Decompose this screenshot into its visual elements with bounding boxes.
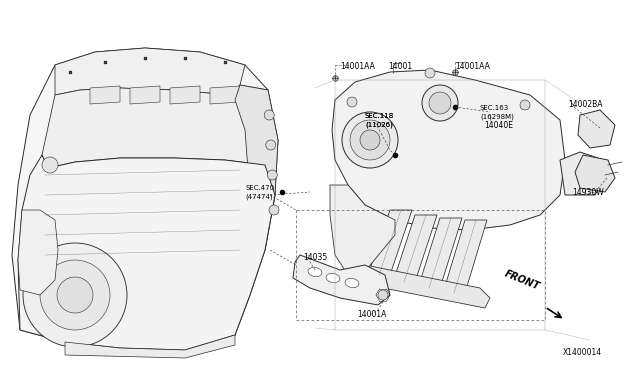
Text: 14001A: 14001A xyxy=(357,310,387,319)
Text: 14002BA: 14002BA xyxy=(568,100,602,109)
Polygon shape xyxy=(12,48,278,350)
Text: X1400014: X1400014 xyxy=(563,348,602,357)
Text: FRONT: FRONT xyxy=(503,269,541,292)
Polygon shape xyxy=(210,86,240,104)
Text: (16298M): (16298M) xyxy=(480,113,514,119)
Polygon shape xyxy=(368,210,412,275)
Polygon shape xyxy=(332,70,565,230)
Text: 14001AA: 14001AA xyxy=(455,62,490,71)
Polygon shape xyxy=(393,215,437,282)
Circle shape xyxy=(350,120,390,160)
Circle shape xyxy=(42,157,58,173)
Circle shape xyxy=(425,68,435,78)
Polygon shape xyxy=(560,152,605,195)
Polygon shape xyxy=(65,335,235,358)
Circle shape xyxy=(269,205,279,215)
Text: 14930W: 14930W xyxy=(572,188,604,197)
Circle shape xyxy=(378,290,388,300)
Polygon shape xyxy=(170,86,200,104)
Polygon shape xyxy=(293,255,390,305)
Polygon shape xyxy=(330,185,395,275)
Text: 14035: 14035 xyxy=(303,253,327,262)
Text: 14040E: 14040E xyxy=(484,121,513,130)
Polygon shape xyxy=(55,48,245,95)
Polygon shape xyxy=(235,85,278,250)
Text: 14001: 14001 xyxy=(388,62,412,71)
Text: SEC.163: SEC.163 xyxy=(480,105,509,111)
Ellipse shape xyxy=(308,267,322,277)
Polygon shape xyxy=(578,110,615,148)
Polygon shape xyxy=(18,210,58,295)
Polygon shape xyxy=(443,220,487,293)
Text: (11026): (11026) xyxy=(365,121,393,128)
Circle shape xyxy=(268,170,277,180)
Circle shape xyxy=(347,97,357,107)
Ellipse shape xyxy=(345,278,359,288)
Ellipse shape xyxy=(326,273,340,283)
Polygon shape xyxy=(360,265,490,308)
Text: SEC.118: SEC.118 xyxy=(365,113,394,119)
Circle shape xyxy=(520,100,530,110)
Polygon shape xyxy=(418,218,462,288)
Circle shape xyxy=(422,85,458,121)
Text: SEC.118: SEC.118 xyxy=(365,113,394,119)
Text: 14001AA: 14001AA xyxy=(340,62,375,71)
Circle shape xyxy=(40,260,110,330)
Polygon shape xyxy=(90,86,120,104)
Text: (47474): (47474) xyxy=(245,193,273,199)
Circle shape xyxy=(342,112,398,168)
Circle shape xyxy=(264,110,275,120)
Polygon shape xyxy=(42,85,275,168)
Circle shape xyxy=(360,130,380,150)
Circle shape xyxy=(57,277,93,313)
Circle shape xyxy=(23,243,127,347)
Polygon shape xyxy=(130,86,160,104)
Text: SEC.470: SEC.470 xyxy=(245,185,274,191)
Circle shape xyxy=(429,92,451,114)
Circle shape xyxy=(266,140,276,150)
Text: (11026): (11026) xyxy=(365,121,393,128)
Polygon shape xyxy=(575,155,615,192)
Polygon shape xyxy=(18,155,275,350)
